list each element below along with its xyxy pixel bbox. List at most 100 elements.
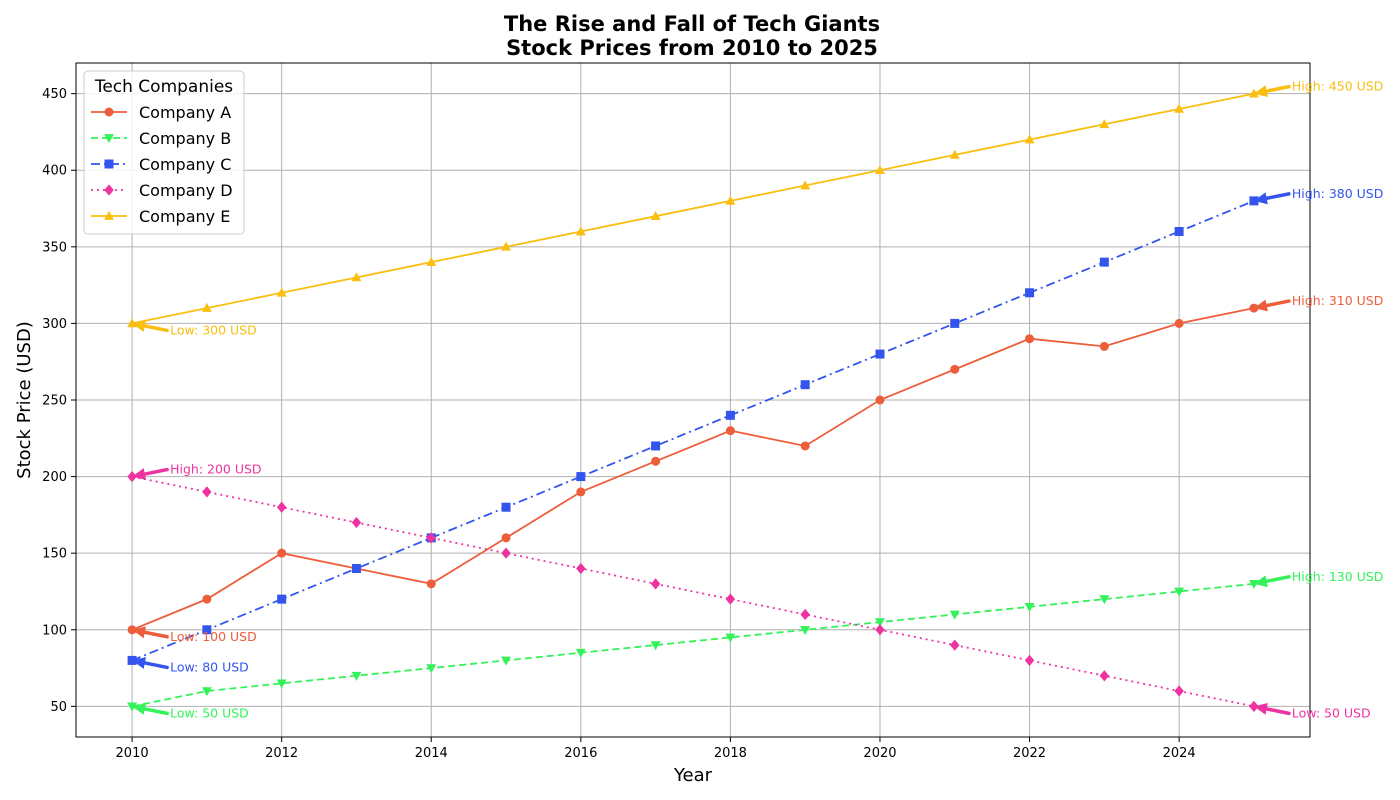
annotation-high-arrow-shaft	[1264, 299, 1291, 308]
annotation-low-label: Low: 50 USD	[170, 705, 249, 720]
legend-marker	[104, 134, 114, 144]
y-axis-label: Stock Price (USD)	[14, 321, 35, 479]
y-tick-label: 100	[42, 623, 67, 638]
x-tick-label: 2020	[863, 746, 896, 761]
y-tick-label: 400	[42, 164, 67, 179]
data-point	[950, 639, 960, 651]
data-point	[800, 380, 810, 390]
data-point	[202, 625, 212, 635]
data-point	[875, 349, 885, 359]
data-point	[875, 618, 885, 628]
y-tick-label: 150	[42, 547, 67, 562]
data-point	[650, 578, 661, 590]
x-tick-label: 2010	[116, 746, 149, 761]
annotation-high-label: High: 130 USD	[1292, 569, 1383, 584]
data-point	[575, 226, 586, 236]
data-point	[725, 410, 735, 420]
legend-marker	[104, 210, 114, 220]
annotation-high-arrow-head	[1253, 192, 1268, 205]
data-point	[576, 562, 586, 575]
data-point	[426, 532, 436, 544]
annotation-high-label: High: 310 USD	[1292, 293, 1383, 308]
annotation-low-arrow-head	[132, 703, 147, 715]
data-point	[725, 633, 736, 643]
annotations: High: 310 USD Low: 100 USD High: 130 USD Lo…	[132, 79, 1383, 720]
data-point	[351, 671, 362, 681]
data-point	[201, 687, 212, 697]
data-point	[1024, 654, 1035, 667]
data-point	[1099, 119, 1110, 129]
data-point	[1099, 341, 1109, 351]
annotation-high-arrow-head	[132, 468, 147, 480]
data-point	[277, 548, 287, 558]
data-point	[276, 501, 287, 513]
data-point	[426, 256, 437, 266]
axis-ticks: 2010 2012 2014 2016 2018 2020 2022 2024 50 100 150…	[42, 87, 1195, 761]
y-tick-label: 300	[42, 317, 67, 332]
annotation-high-arrow-shaft	[1264, 575, 1291, 584]
data-point	[949, 610, 960, 620]
data-point	[1174, 685, 1184, 697]
data-point	[576, 487, 586, 497]
annotation-low-label: Low: 50 USD	[1292, 705, 1371, 720]
data-point	[501, 547, 511, 559]
y-tick-label: 450	[42, 87, 67, 102]
series-line	[131, 200, 1255, 662]
annotation-low-arrow-shaft	[143, 630, 169, 639]
data-point	[875, 395, 885, 405]
data-point	[1248, 88, 1259, 98]
legend-label: Company D	[139, 181, 233, 200]
data-point	[650, 641, 661, 651]
legend-label: Company C	[139, 155, 231, 174]
annotation-high-arrow-head	[1253, 85, 1268, 97]
series-5	[127, 88, 1259, 328]
data-point	[351, 564, 361, 573]
annotation-high-arrow-shaft	[1264, 192, 1291, 201]
annotation-low-arrow-shaft	[143, 707, 169, 716]
data-point	[1024, 602, 1035, 612]
series-line	[131, 582, 1255, 708]
data-point	[1025, 334, 1035, 344]
data-point	[501, 656, 511, 666]
annotation-low-arrow-shaft	[143, 661, 169, 670]
series-line	[131, 92, 1255, 325]
annotation-low-label: Low: 300 USD	[170, 322, 257, 337]
data-point	[201, 302, 212, 312]
data-point	[202, 594, 212, 604]
annotation-low-arrow-head	[132, 657, 147, 669]
data-point	[875, 624, 885, 636]
data-point	[1174, 587, 1185, 597]
data-point	[1025, 288, 1035, 298]
data-point	[501, 502, 511, 512]
data-point	[950, 364, 960, 374]
data-point	[276, 287, 287, 297]
annotation-low-arrow-shaft	[143, 324, 169, 333]
data-point	[351, 516, 362, 529]
data-point	[426, 664, 437, 674]
data-point	[725, 593, 736, 605]
data-point	[650, 211, 661, 221]
data-point	[426, 579, 436, 589]
annotation-high-arrow-shaft	[143, 467, 169, 476]
annotation-high-arrow-head	[1253, 299, 1268, 312]
annotation-low-label: Low: 100 USD	[170, 629, 257, 644]
x-tick-label: 2014	[415, 746, 448, 761]
x-tick-label: 2018	[714, 746, 747, 761]
data-point	[1024, 134, 1035, 144]
legend-item: Company A	[91, 103, 231, 122]
data-point	[725, 195, 736, 205]
data-point	[276, 679, 287, 689]
x-tick-label: 2022	[1013, 746, 1046, 761]
data-point	[800, 625, 811, 635]
y-tick-label: 350	[42, 240, 67, 255]
data-point	[1099, 257, 1109, 267]
legend-marker	[104, 159, 114, 169]
x-tick-label: 2024	[1163, 746, 1196, 761]
legend-title: Tech Companies	[94, 77, 233, 97]
legend-item: Company E	[91, 207, 230, 226]
data-point	[875, 165, 885, 175]
y-tick-label: 250	[42, 394, 67, 409]
legend-item: Company C	[91, 155, 231, 174]
x-tick-label: 2012	[265, 746, 298, 761]
data-point	[651, 441, 661, 451]
